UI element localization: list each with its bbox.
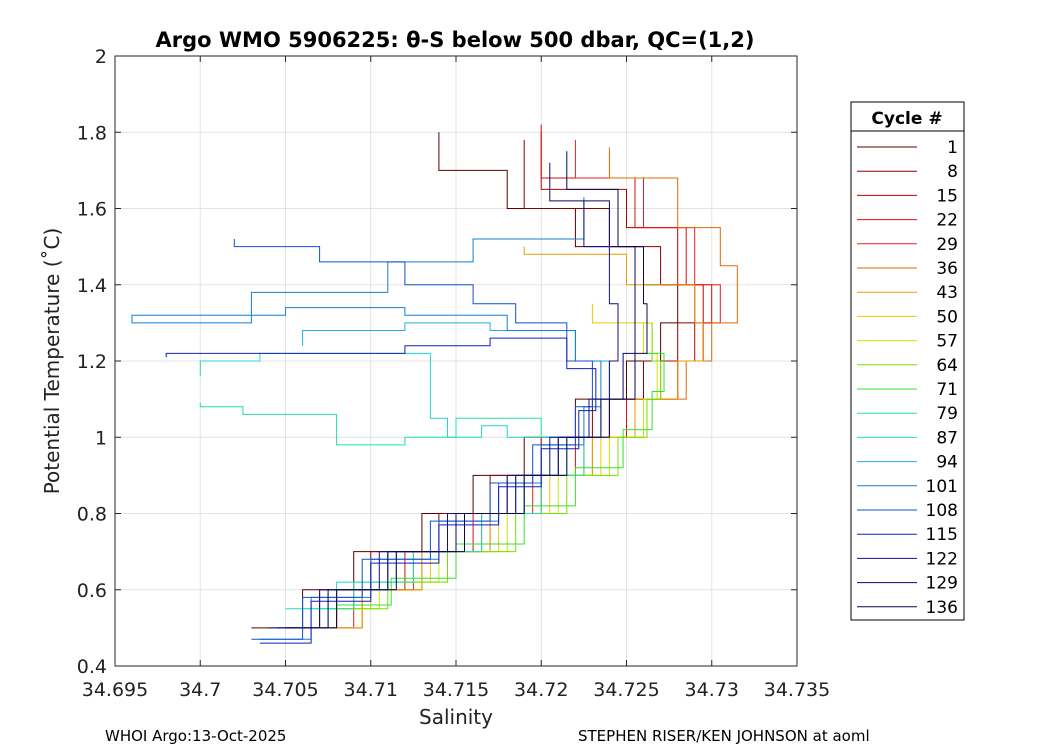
- legend-label: 136: [926, 598, 958, 618]
- legend-label: 108: [926, 501, 958, 521]
- series-group: [131, 124, 738, 644]
- y-tick-label: 0.6: [77, 580, 107, 602]
- x-tick-label: 34.72: [514, 679, 568, 701]
- x-tick-label: 34.71: [344, 679, 398, 701]
- x-tick-label: 34.7: [179, 679, 221, 701]
- legend-label: 36: [936, 259, 958, 279]
- y-tick-label: 2: [95, 46, 107, 68]
- y-tick-label: 1: [95, 427, 107, 449]
- series-line-cycle-71: [336, 322, 665, 606]
- legend-label: 22: [936, 211, 958, 231]
- legend-label: 129: [926, 574, 958, 594]
- y-tick-label: 1.6: [77, 199, 107, 221]
- legend-label: 1: [947, 138, 958, 158]
- legend-label: 29: [936, 235, 958, 255]
- legend-label: 50: [936, 307, 958, 327]
- x-tick-label: 34.73: [685, 679, 739, 701]
- x-axis-label: Salinity: [419, 705, 493, 729]
- legend-label: 43: [936, 283, 958, 303]
- legend-box: [850, 101, 965, 621]
- series-line-cycle-115: [165, 337, 597, 644]
- x-axis: 34.695 34.7 34.705 34.71 34.715 34.72 34.725 34…: [82, 56, 830, 701]
- legend-title: Cycle #: [871, 109, 942, 129]
- y-tick-label: 1.4: [77, 275, 107, 297]
- series-line-cycle-108: [233, 239, 593, 640]
- footer-right: STEPHEN RISER/KEN JOHNSON at aoml: [578, 727, 870, 745]
- legend-label: 122: [926, 549, 958, 569]
- legend-label: 64: [936, 356, 958, 376]
- legend-label: 71: [936, 380, 958, 400]
- legend-items: 1 8 15 22 29 36 43 50 57 64 71 79 87 94 101 108 115 122 12…: [857, 138, 958, 618]
- legend-label: 101: [926, 477, 958, 497]
- legend-label: 8: [947, 162, 958, 182]
- legend: Cycle # 1 8 15 22 29 36 43 50 57 64 71 79 87 94 101 108…: [850, 101, 965, 621]
- y-tick-label: 0.4: [77, 656, 107, 678]
- y-tick-label: 1.8: [77, 122, 107, 144]
- x-tick-label: 34.735: [764, 679, 830, 701]
- plot-area: 34.695 34.7 34.705 34.71 34.715 34.72 34.725 34…: [77, 46, 830, 701]
- x-tick-label: 34.715: [423, 679, 489, 701]
- y-axis: 0.4 0.6 0.8 1 1.2 1.4 1.6 1.8 2: [77, 46, 797, 678]
- legend-label: 115: [926, 525, 958, 545]
- legend-label: 57: [936, 332, 958, 352]
- series-line-cycle-136: [285, 151, 648, 629]
- y-axis-label: Potential Temperature (˚C): [40, 228, 64, 495]
- legend-label: 87: [936, 428, 958, 448]
- y-tick-label: 0.8: [77, 504, 107, 526]
- footer-left: WHOI Argo:13-Oct-2025: [105, 727, 286, 745]
- legend-label: 79: [936, 404, 958, 424]
- x-tick-label: 34.705: [252, 679, 318, 701]
- x-tick-label: 34.725: [593, 679, 659, 701]
- chart-title: Argo WMO 5906225: θ-S below 500 dbar, QC…: [156, 28, 755, 52]
- legend-label: 15: [936, 186, 958, 206]
- series-line-cycle-122: [268, 200, 619, 629]
- x-tick-label: 34.695: [82, 679, 148, 701]
- y-tick-label: 1.2: [77, 351, 107, 373]
- legend-label: 94: [936, 453, 958, 473]
